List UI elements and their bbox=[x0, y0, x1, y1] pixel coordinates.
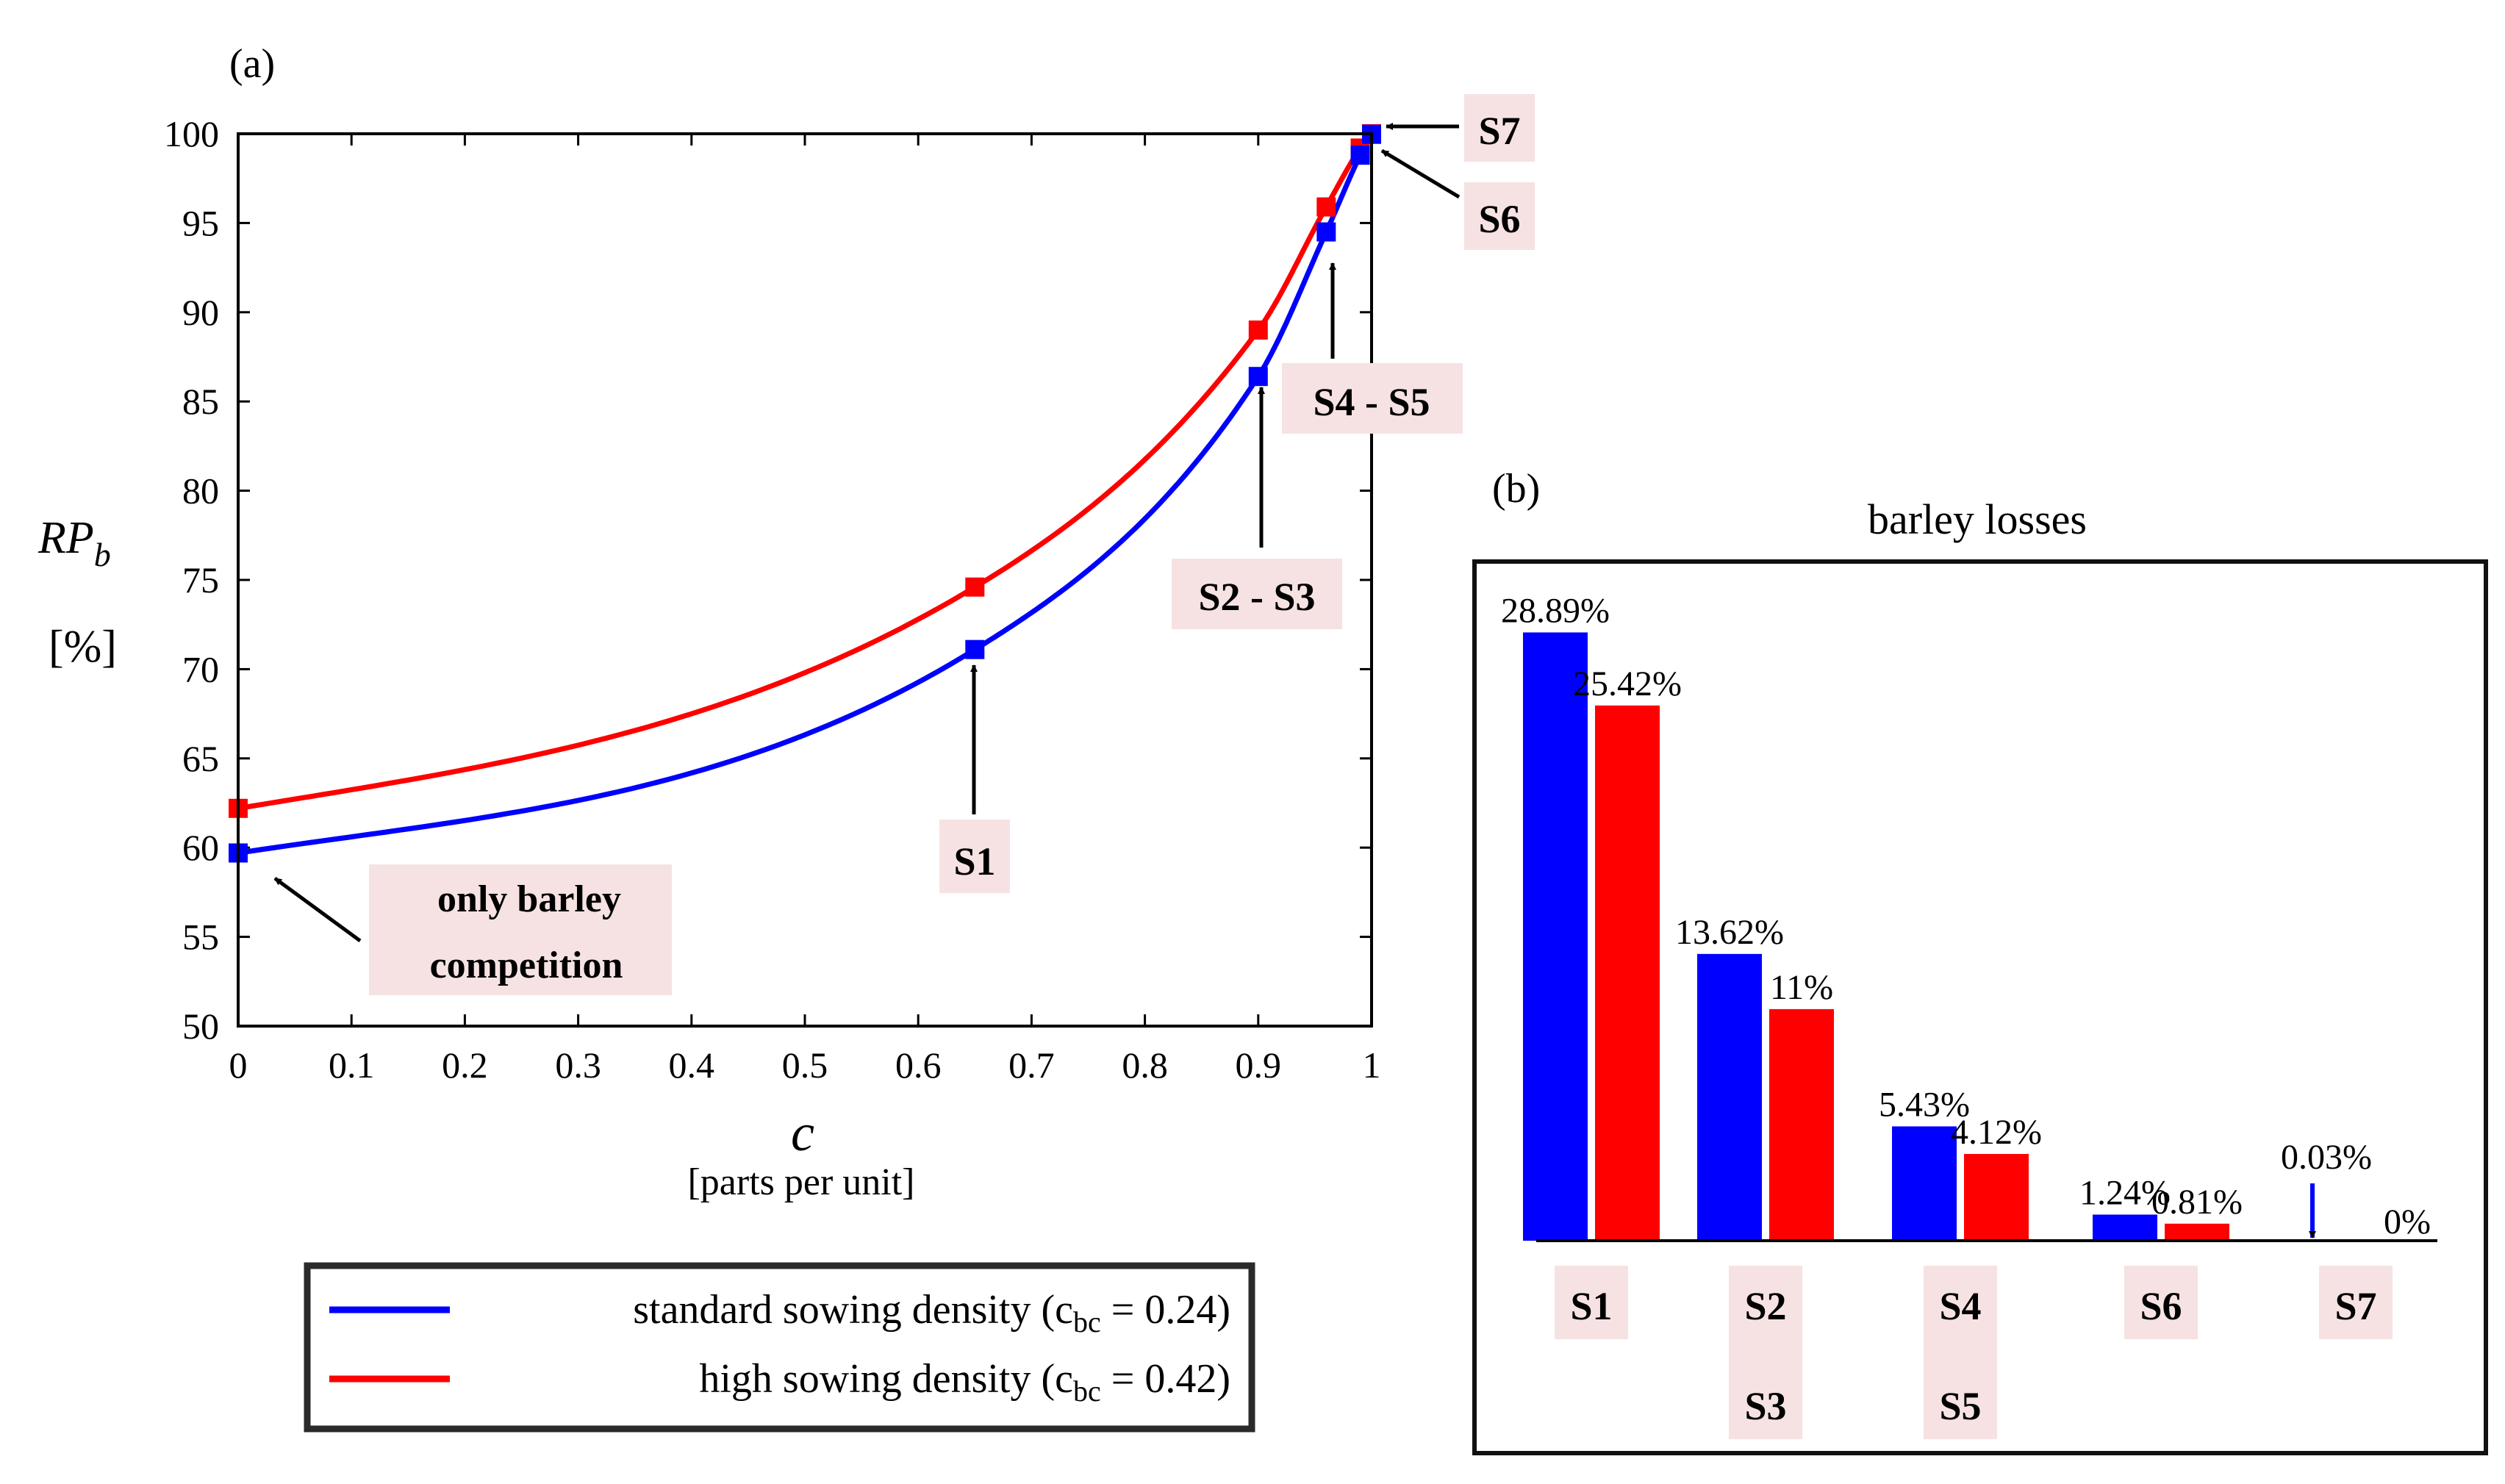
panel-b-title: barley losses bbox=[1868, 495, 2087, 543]
bars bbox=[1523, 632, 2352, 1241]
x-tick-label: 0.5 bbox=[782, 1044, 828, 1086]
bar-high bbox=[1964, 1153, 2029, 1241]
series-line-high bbox=[237, 132, 1374, 811]
category-label: S4 bbox=[1939, 1284, 1981, 1328]
svg-text:only barley: only barley bbox=[437, 878, 621, 920]
bar-value-label: 28.89% bbox=[1501, 591, 1610, 630]
svg-text:S6: S6 bbox=[1478, 197, 1520, 241]
legend-label-standard: standard sowing density (cbc = 0.24) bbox=[633, 1287, 1230, 1338]
bar-category-labels: S1 S2 S3 S4 S5 S6 S7 bbox=[1555, 1266, 2393, 1439]
x-axis-label: c bbox=[791, 1103, 814, 1162]
y-tick-label: 65 bbox=[182, 738, 219, 779]
x-tick-label: 0.3 bbox=[555, 1044, 601, 1086]
data-point-high bbox=[1248, 320, 1268, 340]
category-label: S1 bbox=[1570, 1284, 1612, 1328]
panel-b-label: (b) bbox=[1492, 466, 1540, 512]
annotation-s7: S7 bbox=[1386, 94, 1535, 162]
bar-value-label: 0% bbox=[2384, 1202, 2431, 1241]
data-point-standard bbox=[1248, 367, 1268, 387]
plot-a-markers bbox=[229, 124, 1381, 863]
y-axis-unit: [%] bbox=[49, 622, 117, 672]
legend-label-high: high sowing density (cbc = 0.42) bbox=[699, 1356, 1230, 1408]
category-label-bg bbox=[1555, 1266, 1628, 1339]
annotation-only-barley: only barley competition bbox=[273, 864, 672, 995]
y-tick-label: 50 bbox=[182, 1006, 219, 1047]
bar-value-label: 4.12% bbox=[1951, 1113, 2042, 1152]
bar-standard bbox=[1892, 1126, 1957, 1241]
annotation-s4-s5: S4 - S5 bbox=[1282, 262, 1463, 434]
legend: standard sowing density (cbc = 0.24) hig… bbox=[304, 1262, 1255, 1433]
annotation-s1: S1 bbox=[939, 664, 1010, 893]
category-label-bg bbox=[2124, 1266, 2198, 1339]
svg-text:S7: S7 bbox=[1478, 109, 1520, 153]
bar-standard bbox=[1523, 632, 1588, 1241]
bar-value-labels: 28.89% 25.42% 13.62% 11% 5.43%4.12% 1.24%0.81… bbox=[1501, 591, 2431, 1241]
bar-high bbox=[2165, 1223, 2229, 1241]
svg-text:S1: S1 bbox=[953, 839, 995, 883]
y-tick-label: 60 bbox=[182, 827, 219, 868]
plot-a-tick-labels: 0 0.1 0.2 0.3 0.4 0.5 0.6 0.7 0.8 0.9 1 50 55 60 65 70 7… bbox=[164, 113, 1381, 1086]
panel-b-frame bbox=[1472, 559, 2488, 1455]
y-tick-label: 55 bbox=[182, 917, 219, 958]
data-point-high bbox=[1316, 197, 1336, 217]
y-tick-label: 100 bbox=[164, 113, 219, 154]
y-tick-label: 95 bbox=[182, 202, 219, 243]
category-label-bg bbox=[1924, 1266, 1997, 1439]
plot-a-curves bbox=[237, 132, 1375, 856]
y-axis-label: RPb bbox=[37, 513, 111, 573]
category-label: S2 bbox=[1744, 1284, 1786, 1328]
x-tick-label: 0.6 bbox=[895, 1044, 942, 1086]
y-tick-label: 75 bbox=[182, 559, 219, 601]
y-tick-label: 85 bbox=[182, 381, 219, 422]
category-label: S5 bbox=[1939, 1384, 1981, 1428]
y-tick-label: 90 bbox=[182, 292, 219, 333]
x-tick-label: 0.2 bbox=[442, 1044, 488, 1086]
bar-chart-panel-b: (b) barley losses 28.89% 25.42% 13.62% 11% 5… bbox=[1472, 466, 2488, 1455]
line-chart-panel-a: (a) 0 0.1 0.2 0.3 0.4 0.5 0.6 0.7 0.8 0.9 1 50 55 60 6… bbox=[37, 41, 1535, 1203]
bar-value-label: 11% bbox=[1770, 968, 1833, 1007]
bar-value-label: 0.03% bbox=[2281, 1138, 2372, 1177]
bar-standard bbox=[2093, 1214, 2157, 1241]
bar-value-label: 25.42% bbox=[1573, 664, 1682, 703]
y-tick-label: 80 bbox=[182, 470, 219, 512]
svg-text:S4 - S5: S4 - S5 bbox=[1313, 380, 1430, 424]
category-label-bg bbox=[1729, 1266, 1802, 1439]
bar-value-label: 5.43% bbox=[1879, 1085, 1970, 1124]
data-point-standard bbox=[1350, 146, 1370, 165]
svg-text:S2 - S3: S2 - S3 bbox=[1198, 575, 1315, 619]
series-line-standard bbox=[237, 132, 1375, 856]
bar-value-label: 1.24% bbox=[2079, 1173, 2171, 1212]
panel-a-label: (a) bbox=[229, 41, 275, 87]
data-point-standard bbox=[965, 639, 985, 659]
x-tick-label: 0.7 bbox=[1008, 1044, 1055, 1086]
x-tick-label: 0.9 bbox=[1236, 1044, 1282, 1086]
bar-high bbox=[1595, 705, 1660, 1241]
plot-a-frame bbox=[237, 132, 1373, 1028]
data-point-high bbox=[965, 577, 985, 597]
x-tick-label: 1 bbox=[1363, 1044, 1381, 1086]
x-tick-label: 0.4 bbox=[669, 1044, 715, 1086]
category-label: S3 bbox=[1744, 1384, 1786, 1428]
x-tick-label: 0.8 bbox=[1122, 1044, 1168, 1086]
bar-value-label: 0.81% bbox=[2151, 1183, 2243, 1222]
annotation-s2-s3: S2 - S3 bbox=[1172, 387, 1342, 629]
x-tick-label: 0 bbox=[229, 1044, 248, 1086]
bar-standard bbox=[1697, 953, 1762, 1241]
bar-value-label: 13.62% bbox=[1675, 913, 1784, 952]
y-tick-label: 70 bbox=[182, 648, 219, 689]
svg-text:competition: competition bbox=[430, 944, 623, 986]
x-tick-label: 0.1 bbox=[329, 1044, 375, 1086]
x-axis-unit: [parts per unit] bbox=[687, 1161, 914, 1203]
annotation-s6: S6 bbox=[1380, 148, 1535, 250]
category-label-bg bbox=[2319, 1266, 2393, 1339]
category-label: S7 bbox=[2334, 1284, 2376, 1328]
category-label: S6 bbox=[2140, 1284, 2182, 1328]
data-point-standard bbox=[1316, 222, 1336, 242]
bar-high bbox=[1769, 1008, 1834, 1241]
